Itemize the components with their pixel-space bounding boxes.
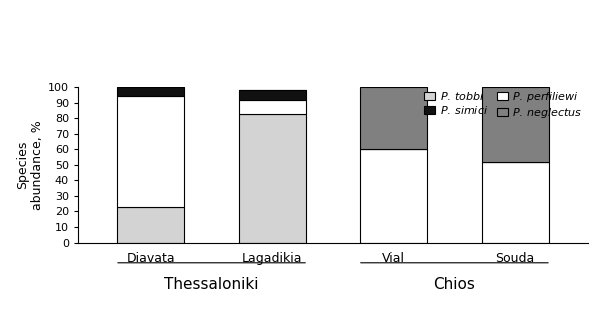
Bar [239, 114, 305, 243]
Bar [118, 87, 184, 96]
Bar [239, 100, 305, 114]
Y-axis label: Species
abundance, %: Species abundance, % [16, 120, 44, 210]
Bar [482, 87, 548, 162]
Bar [361, 87, 427, 149]
Text: Chios: Chios [433, 277, 475, 292]
Bar [361, 149, 427, 243]
Bar [482, 162, 548, 243]
Text: Thessaloniki: Thessaloniki [164, 277, 259, 292]
Bar [239, 90, 305, 100]
Bar [118, 96, 184, 207]
Bar [118, 207, 184, 243]
Legend: $\it{P.\/tobbi}$, $\it{P.\/simici}$, $\it{P.\/perfiliewi}$, $\it{P.\/neglectus}$: $\it{P.\/tobbi}$, $\it{P.\/simici}$, $\i… [424, 90, 583, 120]
